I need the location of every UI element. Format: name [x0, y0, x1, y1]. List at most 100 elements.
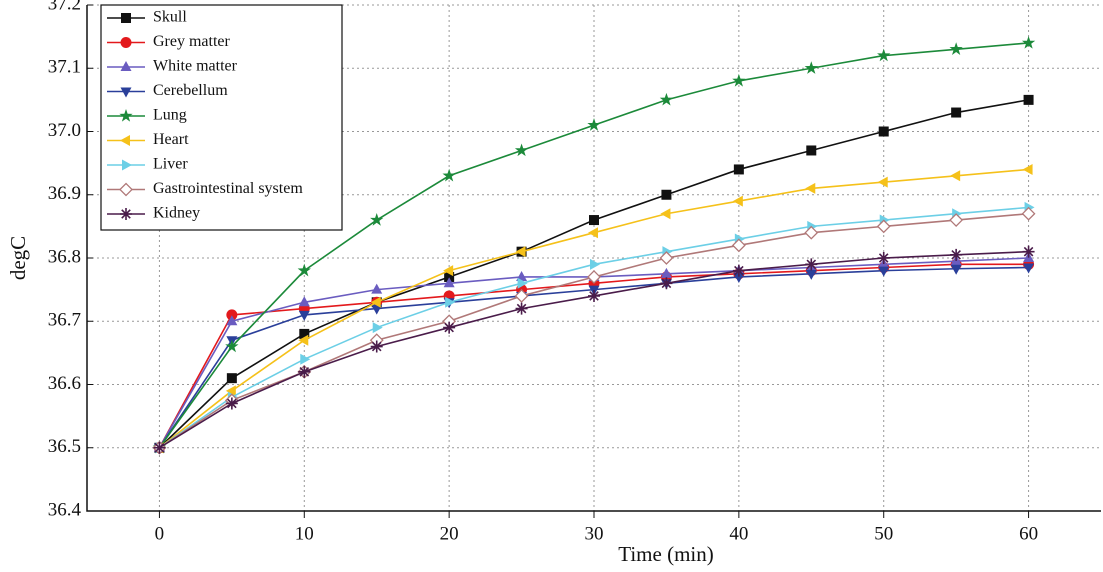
marker: [878, 126, 889, 137]
marker: [225, 339, 239, 353]
marker: [950, 264, 962, 275]
marker: [516, 270, 528, 281]
legend-label: Gastrointestinal system: [153, 180, 303, 197]
y-tick-label: 37.2: [48, 0, 81, 14]
marker: [876, 219, 891, 234]
y-tick-label: 36.5: [48, 436, 81, 457]
marker: [514, 143, 529, 157]
legend-label: Heart: [153, 131, 189, 148]
marker: [153, 441, 166, 454]
marker: [877, 176, 888, 188]
y-tick-label: 36.4: [48, 499, 82, 520]
y-axis-label: degC: [6, 236, 30, 280]
marker: [589, 215, 599, 226]
y-tick-label: 36.8: [48, 246, 81, 267]
marker: [660, 267, 672, 278]
y-tick-label: 36.7: [48, 310, 81, 331]
marker: [804, 225, 819, 240]
x-tick-label: 30: [585, 523, 604, 544]
marker: [588, 227, 598, 239]
marker: [949, 42, 963, 55]
legend-label: Skull: [153, 9, 187, 26]
marker: [590, 258, 600, 270]
x-tick-label: 0: [155, 523, 165, 544]
marker: [1023, 263, 1035, 274]
marker: [805, 258, 818, 271]
legend-label: Lung: [153, 107, 187, 124]
marker: [587, 118, 601, 131]
legend-label: Kidney: [153, 205, 200, 222]
marker: [661, 189, 672, 200]
marker: [660, 277, 673, 290]
marker: [733, 272, 745, 283]
x-tick-label: 50: [874, 523, 893, 544]
marker: [120, 87, 132, 98]
marker: [122, 159, 132, 171]
marker: [1021, 206, 1036, 221]
legend: Skull Grey matter White matter Cerebellum Lu…: [100, 4, 343, 231]
marker: [805, 182, 816, 194]
marker: [660, 208, 671, 220]
marker: [515, 302, 528, 315]
legend-label: Grey matter: [153, 33, 231, 50]
marker: [659, 92, 674, 106]
y-tick-label: 37.0: [48, 120, 81, 141]
marker: [732, 73, 746, 87]
marker: [732, 195, 743, 207]
marker: [445, 296, 456, 308]
y-tick-label: 36.9: [48, 183, 81, 204]
marker: [226, 373, 237, 384]
marker: [733, 164, 744, 175]
legend-label: White matter: [153, 58, 238, 75]
marker: [119, 182, 133, 197]
marker: [119, 109, 133, 122]
marker: [370, 340, 383, 353]
marker: [120, 37, 132, 48]
marker: [515, 246, 526, 258]
marker: [372, 322, 383, 334]
marker: [588, 289, 600, 302]
marker: [226, 315, 238, 326]
marker: [121, 13, 131, 23]
marker: [226, 309, 238, 321]
marker: [370, 213, 384, 226]
marker: [120, 208, 132, 220]
x-tick-label: 20: [440, 523, 459, 544]
marker: [225, 385, 236, 397]
marker: [297, 263, 311, 277]
marker: [950, 170, 961, 182]
marker: [300, 353, 311, 365]
marker: [370, 296, 381, 308]
marker: [1023, 94, 1034, 105]
marker: [877, 252, 890, 264]
marker: [1022, 163, 1033, 175]
y-tick-label: 37.1: [48, 57, 81, 78]
marker: [517, 277, 528, 289]
marker: [951, 107, 962, 118]
marker: [443, 321, 456, 334]
marker: [371, 304, 383, 315]
marker: [371, 283, 383, 294]
marker: [587, 270, 601, 284]
x-tick-label: 40: [729, 523, 748, 544]
legend-label: Liver: [153, 156, 188, 173]
marker: [443, 277, 455, 288]
marker: [1022, 245, 1035, 258]
x-axis-label: Time (min): [618, 542, 713, 566]
marker: [298, 365, 311, 378]
marker: [659, 251, 674, 265]
marker: [298, 310, 310, 321]
marker: [804, 61, 818, 74]
axes: [86, 5, 1101, 512]
marker: [732, 264, 745, 277]
x-tick-label: 10: [295, 523, 314, 544]
marker: [120, 61, 132, 71]
marker: [514, 289, 529, 303]
marker: [731, 238, 746, 253]
marker: [949, 213, 964, 227]
marker: [1021, 35, 1036, 49]
marker: [878, 266, 890, 277]
x-tick-label: 60: [1019, 523, 1038, 544]
marker: [806, 145, 817, 156]
